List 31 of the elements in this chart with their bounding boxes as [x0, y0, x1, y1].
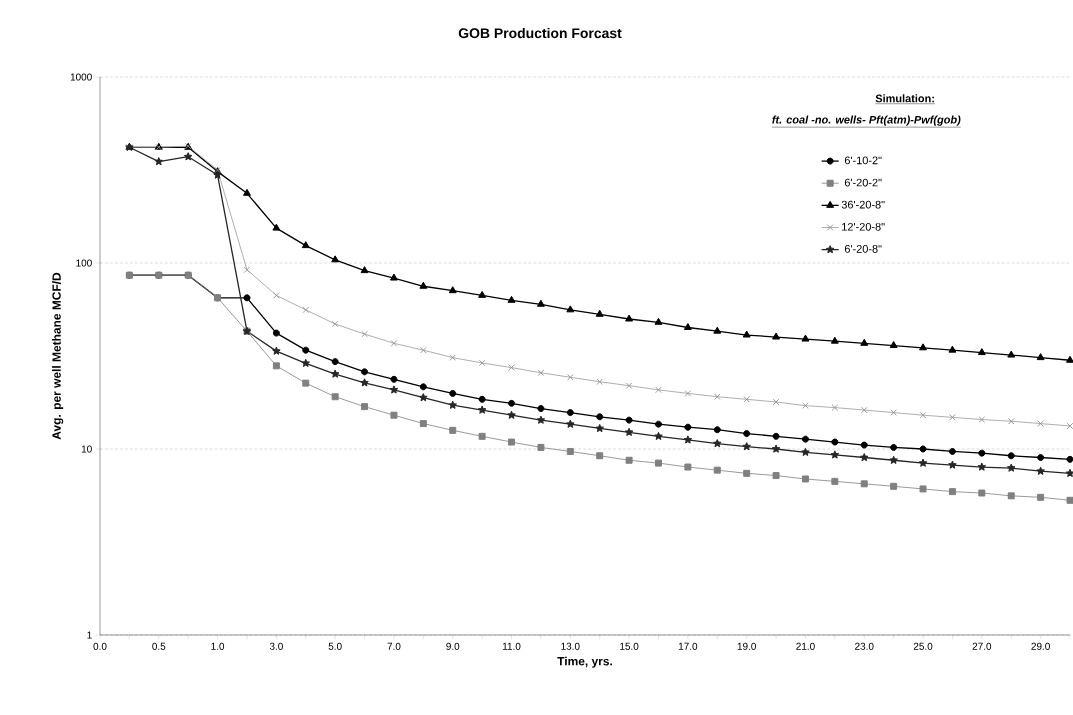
x-tick-label: 0.5 — [152, 642, 166, 650]
annotation: ft. coal -no. wells- Pft(atm)-Pwf(gob) — [772, 115, 961, 126]
legend-label: 6'-10-2" — [844, 156, 882, 165]
x-tick-label: 15.0 — [620, 642, 639, 650]
y-tick-label: 100 — [76, 259, 92, 267]
x-tick-label: 13.0 — [561, 642, 580, 650]
legend-label: 12'-20-8" — [842, 222, 885, 231]
x-tick-label: 7.0 — [387, 642, 401, 650]
y-axis-title: Avg. per well Methane MCF/D — [52, 272, 64, 440]
legend-label: 6'-20-8" — [844, 245, 882, 253]
x-tick-label: 0.0 — [93, 642, 107, 650]
x-tick-label: 27.0 — [972, 642, 992, 650]
x-tick-label: 25.0 — [913, 642, 933, 650]
y-tick-label: 1 — [87, 631, 92, 639]
x-tick-label: 23.0 — [855, 642, 874, 650]
x-tick-label: 29.0 — [1031, 642, 1050, 650]
x-tick-label: 17.0 — [678, 642, 698, 650]
x-tick-label: 1.0 — [211, 642, 225, 650]
y-tick-label: 1000 — [70, 73, 92, 81]
x-tick-label: 3.0 — [269, 642, 283, 650]
legend-label: 6'-20-2" — [844, 178, 882, 187]
legend-title: Simulation: — [875, 94, 934, 103]
x-tick-label: 5.0 — [328, 642, 342, 650]
x-tick-label: 11.0 — [502, 642, 521, 650]
x-axis-title: Time, yrs. — [557, 656, 612, 668]
y-tick-label: 10 — [81, 445, 92, 453]
x-tick-label: 9.0 — [446, 642, 460, 650]
chart-title: GOB Production Forcast — [458, 27, 622, 39]
x-tick-label: 21.0 — [796, 642, 815, 650]
legend-label: 36'-20-8" — [841, 200, 885, 209]
x-tick-label: 19.0 — [737, 642, 756, 650]
